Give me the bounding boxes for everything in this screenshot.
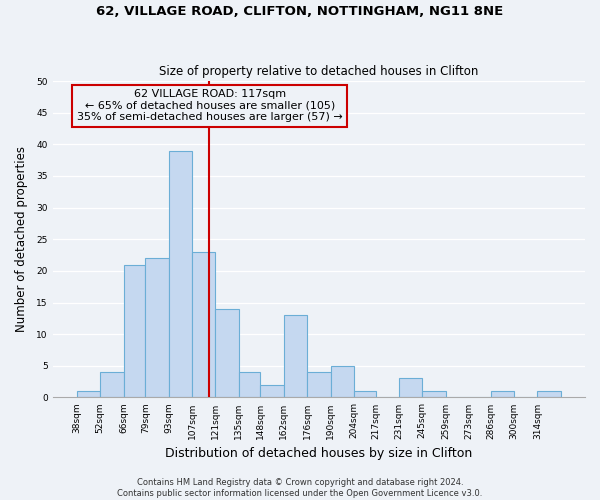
- Bar: [331, 366, 354, 398]
- Bar: [284, 315, 307, 398]
- Bar: [422, 391, 446, 398]
- Bar: [239, 372, 260, 398]
- Title: Size of property relative to detached houses in Clifton: Size of property relative to detached ho…: [159, 66, 479, 78]
- Text: Contains HM Land Registry data © Crown copyright and database right 2024.
Contai: Contains HM Land Registry data © Crown c…: [118, 478, 482, 498]
- Bar: [124, 264, 145, 398]
- Bar: [354, 391, 376, 398]
- Y-axis label: Number of detached properties: Number of detached properties: [15, 146, 28, 332]
- Bar: [169, 150, 192, 398]
- Bar: [100, 372, 124, 398]
- Text: 62 VILLAGE ROAD: 117sqm
← 65% of detached houses are smaller (105)
35% of semi-d: 62 VILLAGE ROAD: 117sqm ← 65% of detache…: [77, 89, 343, 122]
- Bar: [145, 258, 169, 398]
- Bar: [491, 391, 514, 398]
- Text: 62, VILLAGE ROAD, CLIFTON, NOTTINGHAM, NG11 8NE: 62, VILLAGE ROAD, CLIFTON, NOTTINGHAM, N…: [97, 5, 503, 18]
- Bar: [307, 372, 331, 398]
- Bar: [77, 391, 100, 398]
- Bar: [399, 378, 422, 398]
- Bar: [260, 385, 284, 398]
- X-axis label: Distribution of detached houses by size in Clifton: Distribution of detached houses by size …: [165, 447, 472, 460]
- Bar: [215, 309, 239, 398]
- Bar: [538, 391, 561, 398]
- Bar: [192, 252, 215, 398]
